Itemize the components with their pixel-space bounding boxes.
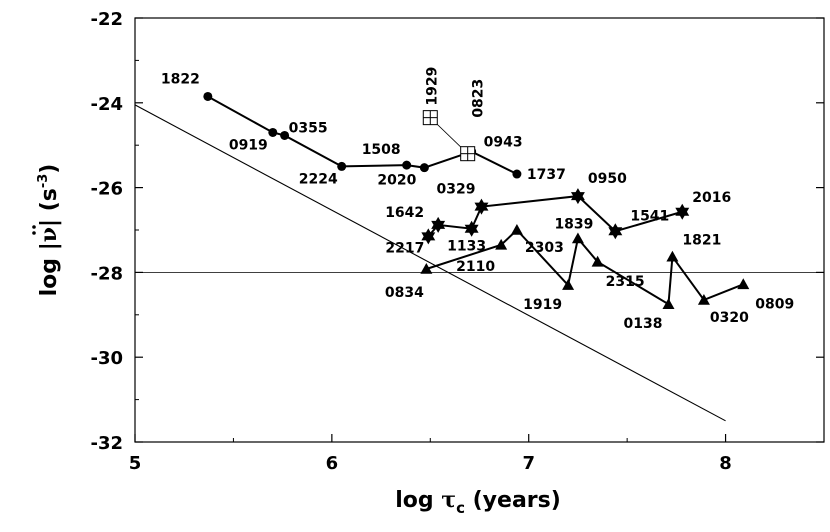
series-line-triangle [426,228,744,306]
star-triangle-down [421,232,436,245]
point-label-1839: 1839 [554,216,593,232]
star-triangle-down [570,192,585,205]
circle-marker [337,161,347,171]
point-label-0809: 0809 [755,296,794,312]
triangle-marker [697,293,710,305]
y-tick-label--24: -24 [90,94,123,115]
x-tick-label-6: 6 [326,453,339,474]
triangle-marker [737,278,750,290]
point-label-2110: 2110 [456,259,495,275]
point-label-0823: 0823 [471,79,487,118]
point-label-2303: 2303 [525,240,564,256]
series-layer [203,91,750,309]
point-label-2016: 2016 [692,190,731,206]
point-label-0138: 0138 [624,316,663,332]
circle-marker [419,163,429,173]
point-label-1133: 1133 [447,239,486,255]
star-marker [421,228,436,245]
boxed-cross-marker [422,110,438,126]
star-marker [570,188,585,205]
point-label-1822: 1822 [161,71,200,87]
y-tick-label--28: -28 [90,263,123,284]
star-triangle-down [474,202,489,215]
star-triangle-down [464,224,479,237]
point-label-2020: 2020 [377,173,416,189]
circle-marker [280,130,290,140]
nu-dot-2 [32,225,36,229]
circle-marker [402,160,412,170]
nu-dot-1 [32,231,36,235]
y-axis-label: log |ν| (s-3) [36,164,62,297]
x-axis-label: log τc (years) [395,487,561,517]
y-tick-label--30: -30 [90,348,123,369]
star-triangle-down [431,220,446,233]
point-label-0329: 0329 [436,182,475,198]
point-label-1821: 1821 [682,233,721,249]
triangle-marker [662,298,675,309]
point-label-1508: 1508 [362,142,401,158]
point-label-0355: 0355 [289,120,328,136]
star-triangle-down [675,207,690,220]
point-label-1929: 1929 [424,67,440,106]
star-triangle-down [608,227,623,240]
boxed-cross-marker [460,146,476,162]
triangle-marker [562,279,575,290]
star-marker [464,220,479,237]
triangle-marker [666,250,679,262]
star-marker [474,198,489,215]
point-label-2224: 2224 [299,171,338,187]
point-label-1919: 1919 [523,297,562,313]
y-tick-label--26: -26 [90,179,123,200]
x-tick-label-7: 7 [522,453,535,474]
grid-layer [134,104,824,422]
star-marker [675,203,690,220]
point-label-2217: 2217 [385,240,424,256]
triangle-marker [495,238,508,250]
y-tick-label--22: -22 [90,9,123,30]
circle-marker [512,169,522,179]
ticks-layer: 5 6 7 8 -22 -24 -26 -28 -30 -32 [90,9,824,474]
triangle-marker [591,255,604,267]
y-axis-label-group: log |ν| (s-3) [32,164,62,297]
star-marker [608,223,623,240]
point-label-2315: 2315 [606,274,645,290]
point-label-1541: 1541 [630,208,669,224]
point-label-1642: 1642 [385,205,424,221]
triangle-marker [510,224,523,235]
star-marker [431,216,446,233]
point-label-0943: 0943 [484,135,523,151]
circle-marker [268,127,278,137]
triangle-marker [420,263,433,274]
point-label-0919: 0919 [229,137,268,153]
point-label-1737: 1737 [527,167,566,183]
x-tick-label-5: 5 [129,453,142,474]
circle-marker [203,91,213,101]
point-label-0320: 0320 [710,310,749,326]
x-tick-label-8: 8 [719,453,732,474]
reference-line [134,104,726,422]
point-label-0834: 0834 [385,285,424,301]
y-tick-label--32: -32 [90,433,123,454]
triangle-marker [571,232,584,244]
point-label-0950: 0950 [588,171,627,187]
